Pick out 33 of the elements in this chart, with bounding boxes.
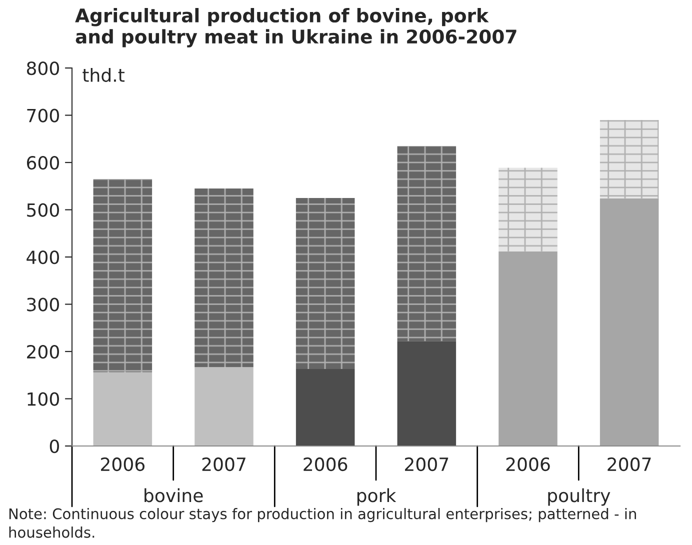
bar xyxy=(194,367,254,446)
bar xyxy=(397,341,456,446)
y-tick-label: 500 xyxy=(27,203,59,217)
bar xyxy=(93,179,152,372)
x-tick-label: 2006 xyxy=(101,457,145,472)
text: bovine xyxy=(144,488,203,502)
text: poultry xyxy=(548,488,610,506)
x-tick-label: 2006 xyxy=(304,457,348,472)
bar xyxy=(397,146,456,342)
x-tick-label: 2006 xyxy=(506,457,550,472)
y-tick-label: 100 xyxy=(28,392,59,406)
y-tick-label: 700 xyxy=(27,108,59,122)
x-tick-label: 2007 xyxy=(202,457,246,472)
text: Note: Continuous colour stays for production in agricultural enterprises; patterned - in households. xyxy=(9,508,636,538)
x-tick-label: 2007 xyxy=(405,457,448,472)
x-tick-label: 2007 xyxy=(608,457,651,472)
y-tick-label: 400 xyxy=(26,250,59,264)
bar xyxy=(600,120,659,198)
bar xyxy=(498,168,558,252)
bar xyxy=(296,198,355,369)
chart-title: Agricultural production of bovine, pork and poultry meat in Ukraine in 2006-2007 xyxy=(75,8,516,48)
text: pork xyxy=(357,488,396,506)
bar xyxy=(296,368,355,446)
bar xyxy=(194,188,254,368)
y-tick-label: 0 xyxy=(50,439,59,454)
y-tick-label: 800 xyxy=(26,61,59,76)
y-axis-title: thd.t xyxy=(82,68,125,82)
bar xyxy=(600,198,659,446)
y-tick-label: 300 xyxy=(27,298,59,312)
y-tick-label: 600 xyxy=(26,156,59,170)
bar xyxy=(93,372,152,446)
bar xyxy=(498,251,558,446)
y-tick-label: 200 xyxy=(27,344,59,359)
